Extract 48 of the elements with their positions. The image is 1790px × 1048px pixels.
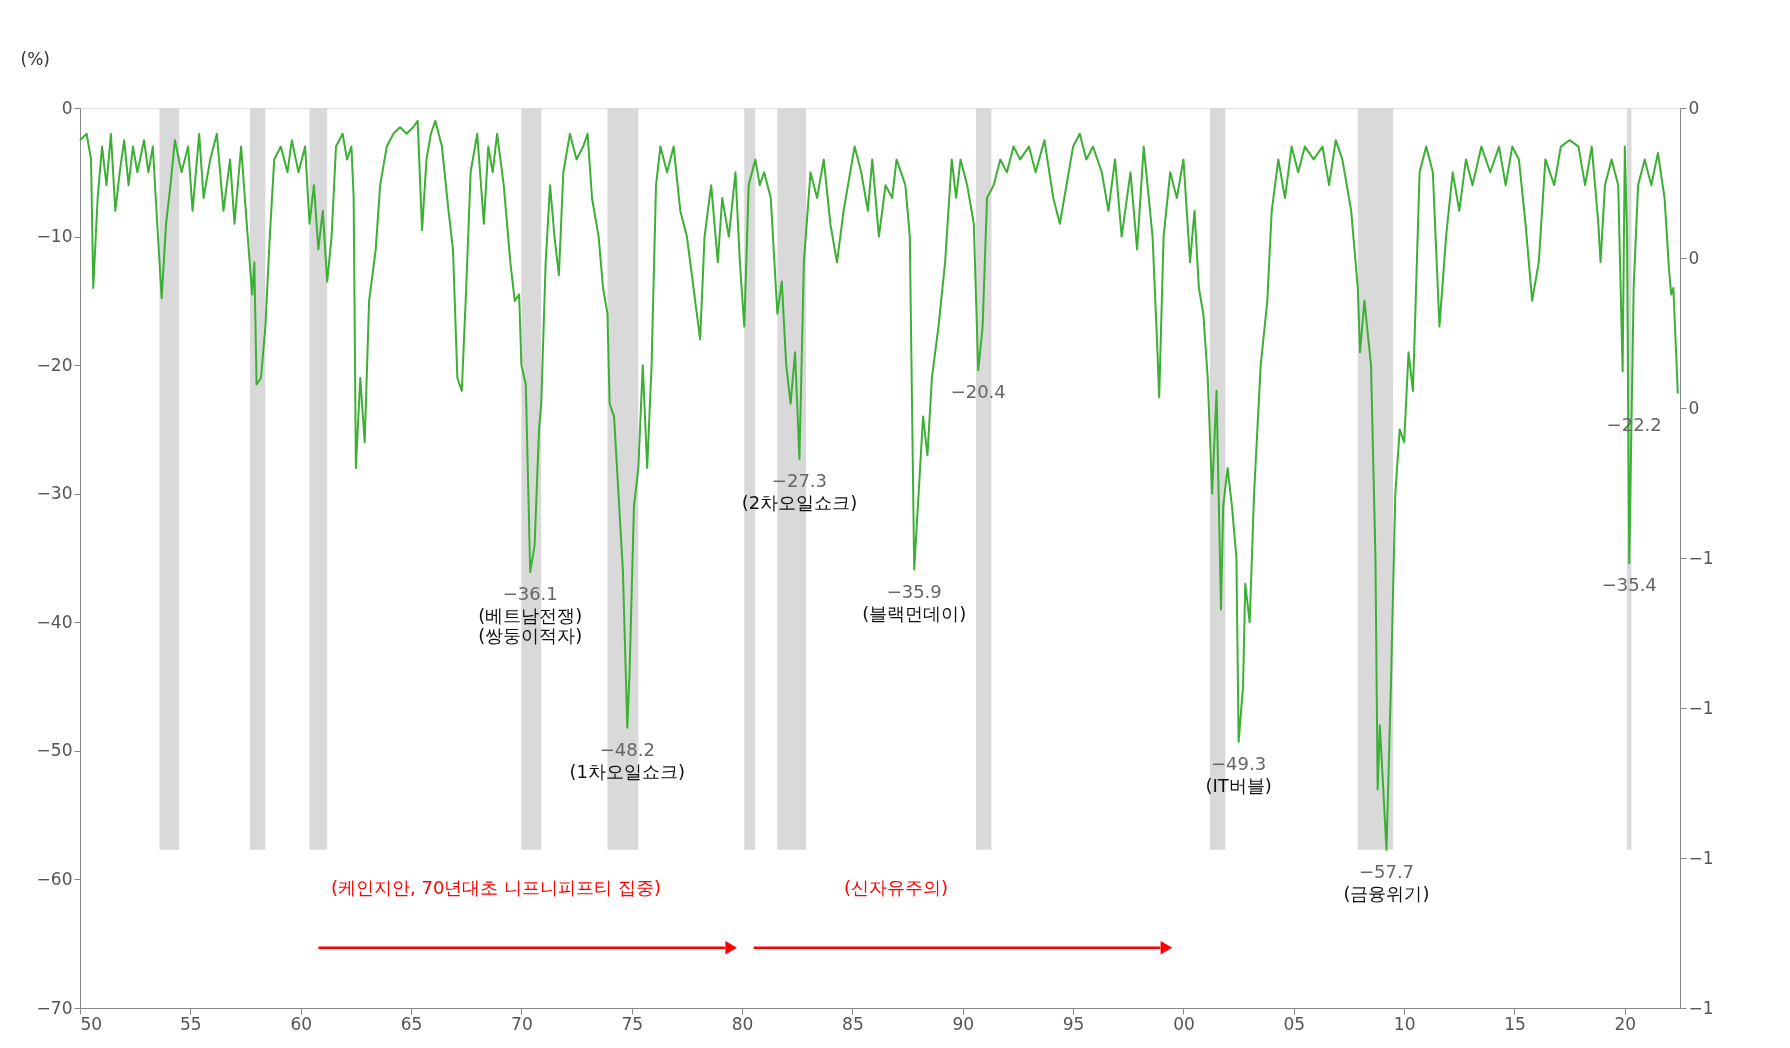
- annotation: (2차오일쇼크): [741, 492, 858, 513]
- x-tick-label: 10: [1393, 1013, 1416, 1034]
- y-tick-label: −50: [36, 740, 73, 761]
- y2-tick-label: 0: [1688, 97, 1700, 118]
- y-tick-label: 0: [61, 97, 73, 118]
- x-tick-label: 85: [842, 1013, 864, 1034]
- annotation: (케인지안, 70년대초 니프니피프티 집중): [331, 877, 661, 899]
- y2-tick-label: 0: [1688, 397, 1700, 418]
- annotation: −48.2: [599, 738, 655, 760]
- annotation: (블랙먼데이): [862, 602, 967, 624]
- y2-tick-label: −1: [1688, 547, 1714, 568]
- annotation: (IT버블): [1205, 774, 1272, 796]
- line-series: [79, 119, 1679, 851]
- annotation: −36.1: [502, 583, 558, 605]
- annotation: −27.3: [771, 470, 828, 491]
- annotation: (베트남전쟁) (쌍둥이적자): [478, 605, 583, 647]
- y-tick-label: −70: [36, 997, 73, 1018]
- x-tick-label: 60: [290, 1013, 313, 1034]
- y-tick-label: −30: [36, 483, 73, 504]
- y-tick-label: −60: [36, 868, 73, 889]
- annotation: (신자유주의): [843, 877, 949, 899]
- x-tick-label: 80: [731, 1013, 754, 1034]
- x-tick-label: 20: [1614, 1013, 1637, 1034]
- annotation: (1차오일쇼크): [569, 760, 686, 782]
- x-tick-label: 55: [180, 1013, 202, 1034]
- y-axis-title: (%): [20, 48, 50, 69]
- x-tick-label: 50: [80, 1013, 103, 1034]
- x-tick-label: 95: [1062, 1013, 1085, 1034]
- x-tick-label: 15: [1504, 1013, 1526, 1034]
- y2-tick-label: −1: [1688, 997, 1714, 1018]
- x-tick-label: 05: [1283, 1013, 1306, 1034]
- y2-tick-label: 0: [1688, 247, 1700, 268]
- x-tick-label: 90: [952, 1013, 975, 1034]
- x-tick-label: 70: [511, 1013, 533, 1034]
- annotation: −35.9: [886, 580, 942, 602]
- y-tick-label: −40: [36, 611, 73, 632]
- x-tick-label: 00: [1173, 1013, 1195, 1034]
- annotation: −20.4: [950, 381, 1006, 403]
- y2-tick-label: −1: [1688, 847, 1714, 868]
- x-tick-label: 75: [621, 1013, 644, 1034]
- annotation: (금융위기): [1343, 882, 1430, 904]
- annotation: −57.7: [1358, 860, 1415, 882]
- y2-tick-label: −1: [1688, 697, 1714, 718]
- annotation: −49.3: [1211, 752, 1267, 774]
- y-tick-label: −20: [36, 354, 73, 375]
- y-tick-label: −10: [36, 226, 73, 247]
- annotation: −35.4: [1601, 574, 1657, 596]
- x-tick-label: 65: [400, 1013, 423, 1034]
